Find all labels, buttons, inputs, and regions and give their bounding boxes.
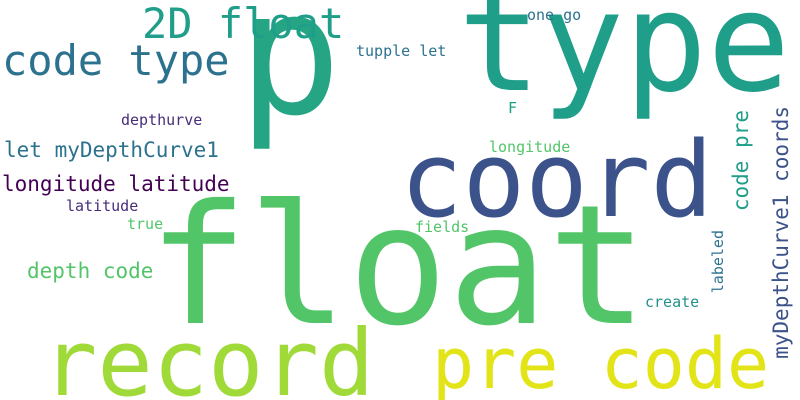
word-record: record: [42, 310, 375, 400]
word-one-go: one go: [527, 6, 582, 24]
word-true: true: [127, 215, 164, 233]
word-p: p: [238, 0, 342, 154]
word-f: F: [508, 99, 518, 117]
word-labeled: labeled: [709, 230, 727, 294]
word-create: create: [645, 293, 700, 311]
word-longitude: longitude: [489, 138, 571, 156]
word-mydepthcurve1-coords: myDepthCurve1 coords: [769, 106, 793, 359]
word-coord: coord: [400, 119, 714, 241]
word-fields: fields: [415, 218, 470, 236]
word-latitude: latitude: [66, 197, 139, 215]
word-2d-float: 2D float: [142, 0, 345, 48]
word-float: float: [148, 170, 648, 363]
word-depthurve: depthurve: [121, 111, 203, 129]
word-code-type: code type: [2, 36, 230, 85]
word-depth-code: depth code: [27, 259, 154, 283]
word-tupple-let: tupple let: [356, 42, 447, 60]
word-type: type: [458, 0, 791, 123]
word-longitude-latitude: longitude latitude: [2, 172, 230, 196]
word-code-pre: code pre: [729, 110, 753, 212]
word-pre-code: pre code: [432, 323, 770, 400]
word-let-mydepthcurve1: let myDepthCurve1: [4, 138, 219, 162]
